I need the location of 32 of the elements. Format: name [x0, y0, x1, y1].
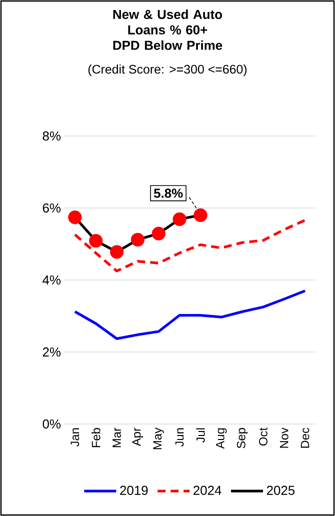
point [130, 232, 145, 246]
legend-label: 2024 [194, 486, 222, 495]
point [68, 210, 82, 224]
y-tick-label: 0% [42, 419, 61, 429]
x-tick-label: Dec [300, 428, 310, 448]
x-tick-label: Apr [132, 428, 144, 446]
x-tick-label: Feb [91, 428, 100, 448]
point [89, 234, 103, 248]
line-series [74, 218, 306, 272]
legend-label: 2019 [120, 486, 148, 495]
y-tick-label: 6% [42, 203, 61, 213]
x-tick-label: Oct [258, 428, 268, 446]
point [172, 212, 186, 226]
x-tick-label: Jun [175, 428, 184, 447]
point [110, 245, 124, 259]
x-tick-label: Nov [280, 428, 288, 448]
x-tick-label: Aug [216, 428, 227, 449]
point [194, 208, 208, 222]
y-tick-label: 8% [42, 131, 61, 141]
annotation: 5.8% [154, 188, 183, 198]
point [152, 226, 166, 240]
x-tick-label: May [153, 428, 164, 450]
line-series [74, 290, 306, 340]
y-tick-label: 4% [42, 275, 61, 285]
chart-subtitle: (Credit Score: >=300 <=660) [88, 64, 247, 76]
legend-label: 2025 [266, 486, 295, 495]
x-tick-label: Jul [196, 428, 205, 443]
x-tick-label: Mar [112, 428, 121, 448]
x-tick-label: Jan [70, 428, 80, 447]
chart-title: New & Used Auto Loans % 60+ DPD Below Prime [113, 10, 222, 50]
x-tick-label: Sep [236, 428, 248, 448]
y-tick-label: 2% [42, 347, 61, 357]
